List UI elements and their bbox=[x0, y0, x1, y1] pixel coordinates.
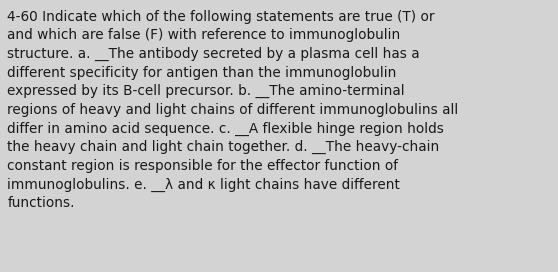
Text: 4-60 Indicate which of the following statements are true (T) or
and which are fa: 4-60 Indicate which of the following sta… bbox=[7, 10, 459, 211]
